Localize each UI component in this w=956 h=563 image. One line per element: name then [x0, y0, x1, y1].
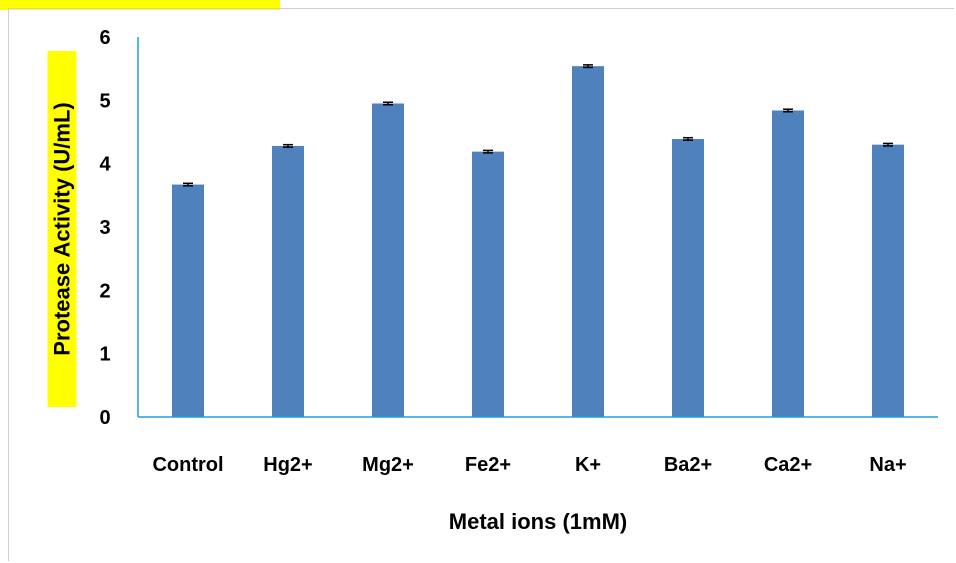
- y-tick-label: 3: [99, 217, 110, 239]
- category-labels: Control Hg2+ Mg2+ Fe2+ K+ Ba2+ Ca2+ Na+: [152, 454, 906, 476]
- bar: [372, 103, 404, 417]
- bar: [172, 184, 204, 417]
- category-label: Fe2+: [465, 454, 511, 476]
- y-tick-label: 6: [99, 27, 110, 49]
- error-bars: [183, 64, 893, 187]
- category-label: Mg2+: [362, 454, 414, 476]
- bar: [472, 151, 504, 417]
- top-highlight-strip: [0, 0, 280, 10]
- category-label: Hg2+: [263, 454, 312, 476]
- bar: [772, 110, 804, 417]
- y-tick-label: 0: [99, 407, 110, 429]
- y-axis-title: Protease Activity (U/mL): [50, 102, 75, 355]
- bar: [872, 144, 904, 417]
- bars: [172, 66, 904, 417]
- category-label: Ba2+: [664, 454, 712, 476]
- category-label: Na+: [869, 454, 906, 476]
- category-label: Control: [152, 454, 223, 476]
- y-tick-label: 5: [99, 90, 110, 112]
- bar: [572, 66, 604, 417]
- chart-frame: [8, 8, 954, 561]
- bar: [272, 145, 304, 417]
- y-tick-label: 2: [99, 280, 110, 302]
- y-axis-title-highlight: [47, 51, 77, 407]
- y-tick-label: 1: [99, 344, 110, 366]
- bar: [672, 138, 704, 417]
- y-tick-labels: 0 1 2 3 4 5 6: [99, 27, 111, 429]
- category-label: Ca2+: [764, 454, 812, 476]
- category-label: K+: [575, 454, 601, 476]
- x-axis-title: Metal ions (1mM): [449, 509, 627, 534]
- y-tick-label: 4: [99, 154, 111, 176]
